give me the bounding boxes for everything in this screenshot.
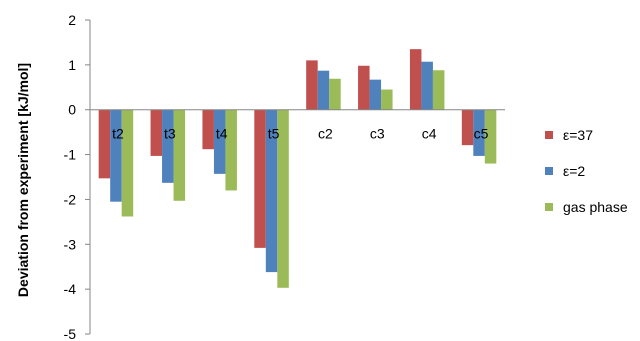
y-tick-label: 2 [68,12,76,28]
bar-c2-series-0 [306,60,318,110]
category-label: t3 [164,126,176,142]
legend-swatch [545,131,553,139]
y-axis-label: Deviation from experiment [kJ/mol] [15,63,31,297]
legend-label: gas phase [563,199,628,215]
legend-label: ε=2 [563,163,585,179]
bar-c5-series-2 [484,109,497,164]
bar-t4-series-2 [225,109,237,191]
bar-c5-series-1 [473,109,485,156]
bar-c2-series-1 [317,70,330,110]
y-tick-label: -4 [64,281,77,297]
bar-t4-series-0 [202,109,214,150]
y-tick-label: 1 [68,57,76,73]
category-label: t4 [216,126,228,142]
bar-c5-series-0 [461,109,474,146]
bar-t5-series-0 [254,109,266,248]
bar-t5-series-2 [277,109,289,288]
y-tick-label: -5 [64,326,77,341]
bar-c3-series-1 [369,79,382,110]
y-tick-label: -2 [64,191,77,207]
legend-label: ε=37 [563,127,593,143]
bar-c2-series-2 [329,78,341,110]
bar-c4-series-2 [432,70,445,110]
category-label: c2 [318,126,333,142]
y-tick-label: 0 [68,102,76,118]
axes [89,20,505,334]
bar-t2-series-2 [121,109,134,217]
bars [98,49,497,288]
y-tick-label: -1 [64,147,77,163]
bar-c4-series-1 [421,61,433,110]
y-tick-label: -3 [64,236,77,252]
legend-swatch [545,167,553,175]
bar-t5-series-1 [265,109,278,273]
legend: ε=37 ε=2 gas phase [545,127,628,215]
bar-c3-series-0 [358,65,370,110]
category-label: c4 [422,126,437,142]
category-labels: t2 t3 t4 t5 c2 c3 c4 c5 [112,126,489,142]
bar-t2-series-0 [98,109,111,179]
bar-c3-series-2 [381,89,393,110]
bar-c4-series-0 [409,49,422,110]
bar-t4-series-1 [213,109,226,174]
bar-t2-series-1 [110,109,122,202]
bar-t3-series-0 [150,109,163,156]
bar-t3-series-1 [162,109,174,183]
category-label: c3 [370,126,385,142]
category-label: t5 [268,126,280,142]
y-ticks: 2 1 0 -1 -2 -3 -4 -5 [64,12,90,341]
legend-swatch [545,203,553,211]
category-label: c5 [474,126,489,142]
category-label: t2 [112,126,124,142]
bar-t3-series-2 [173,109,186,201]
